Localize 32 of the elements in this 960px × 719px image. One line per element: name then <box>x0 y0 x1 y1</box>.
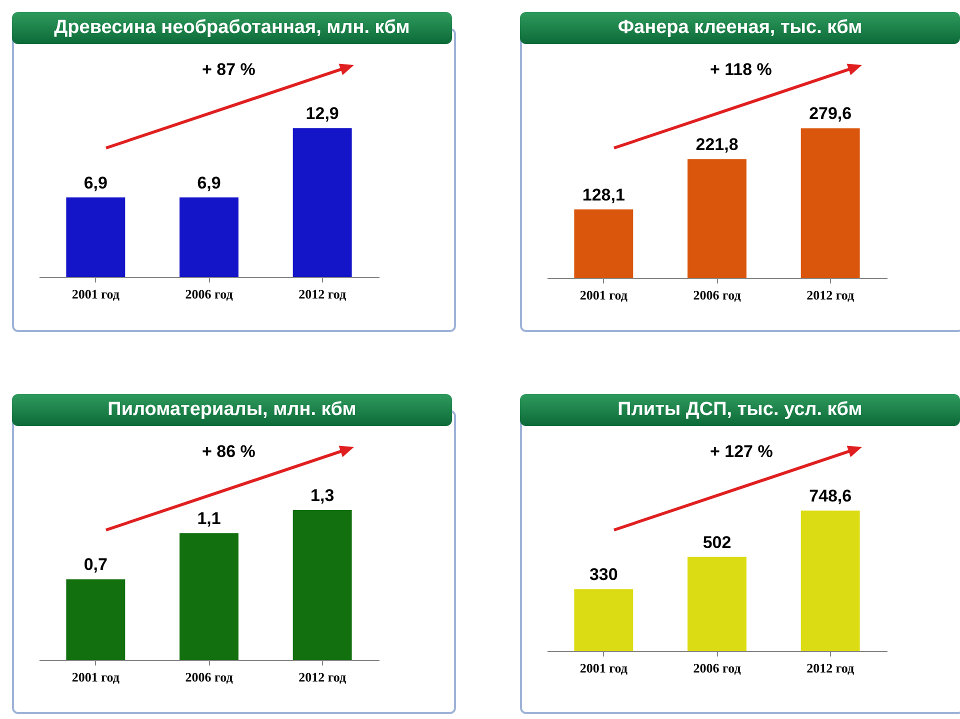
chart-title: Фанера клееная, тыс. кбм <box>520 12 960 44</box>
x-tick-label: 2001 год <box>580 288 628 302</box>
x-tick-label: 2006 год <box>693 288 742 302</box>
chart-title: Пиломатериалы, млн. кбм <box>12 394 452 426</box>
data-label: 279,6 <box>809 104 852 124</box>
data-label: 0,7 <box>84 555 108 574</box>
text: + 118 % <box>710 60 772 80</box>
data-label: 502 <box>702 532 732 552</box>
data-label: 128,1 <box>582 185 625 204</box>
data-label: 6,9 <box>84 173 108 192</box>
data-label: 330 <box>589 565 618 584</box>
chart-title: Древесина необработанная, млн. кбм <box>12 12 452 44</box>
x-tick-label: 2001 год <box>72 286 120 302</box>
x-tick-label: 2006 год <box>185 670 234 684</box>
x-tick-label: 2012 год <box>806 288 855 302</box>
text: + 127 % <box>710 442 773 462</box>
x-tick-label: 2012 год <box>298 286 347 302</box>
data-label: 221,8 <box>696 135 738 154</box>
text: + 87 % <box>202 60 256 80</box>
x-tick-label: 2001 год <box>580 660 628 676</box>
data-label: 1,1 <box>197 509 221 528</box>
x-tick-label: 2012 год <box>298 670 347 684</box>
x-tick-label: 2006 год <box>693 660 742 676</box>
data-label: 6,9 <box>197 173 221 192</box>
data-label: 1,3 <box>310 486 334 505</box>
x-tick-label: 2006 год <box>185 286 234 302</box>
data-label: 748,6 <box>809 486 852 506</box>
text: + 86 % <box>202 442 256 462</box>
x-tick-label: 2001 год <box>72 670 120 684</box>
chart-title: Плиты ДСП, тыс. усл. кбм <box>520 394 960 426</box>
x-tick-label: 2012 год <box>806 660 855 676</box>
data-label: 12,9 <box>306 104 339 124</box>
